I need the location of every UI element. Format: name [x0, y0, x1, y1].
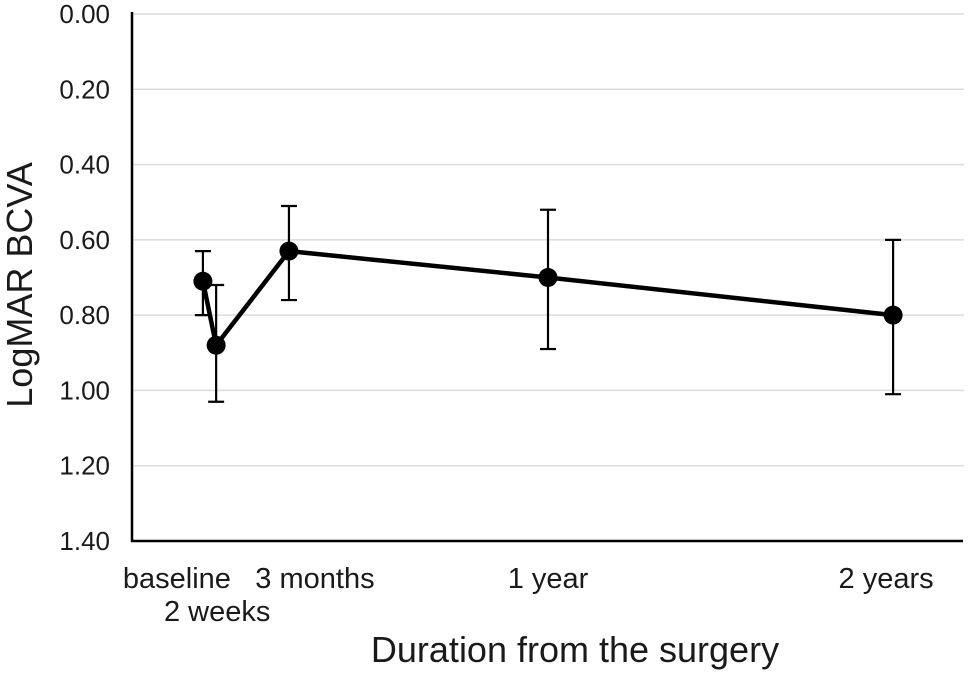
- data-point-marker: [279, 241, 299, 261]
- data-point-marker: [193, 271, 213, 291]
- data-point-marker: [206, 335, 226, 355]
- data-markers: [193, 241, 903, 355]
- x-axis-title: Duration from the surgery: [371, 629, 779, 670]
- y-axis-tick-labels: 0.00 0.20 0.40 0.60 0.80 1.00 1.20 1.40: [59, 0, 110, 556]
- x-tick-label: baseline: [123, 563, 231, 595]
- axes: [130, 12, 963, 543]
- x-tick-label: 2 weeks: [164, 596, 270, 628]
- y-tick-label: 0.00: [59, 0, 110, 29]
- x-tick-label: 2 years: [839, 563, 934, 595]
- y-tick-label: 1.00: [59, 375, 110, 405]
- y-tick-label: 1.40: [59, 526, 110, 556]
- y-tick-label: 0.80: [59, 300, 110, 330]
- y-tick-label: 1.20: [59, 451, 110, 481]
- data-point-marker: [883, 305, 903, 325]
- y-tick-label: 0.40: [59, 150, 110, 180]
- data-point-marker: [538, 268, 558, 287]
- y-tick-label: 0.60: [59, 225, 110, 255]
- y-tick-label: 0.20: [59, 74, 110, 104]
- x-tick-label: 3 months: [255, 563, 374, 595]
- x-tick-label: 1 year: [508, 563, 589, 595]
- y-axis-title: LogMAR BCVA: [0, 162, 40, 407]
